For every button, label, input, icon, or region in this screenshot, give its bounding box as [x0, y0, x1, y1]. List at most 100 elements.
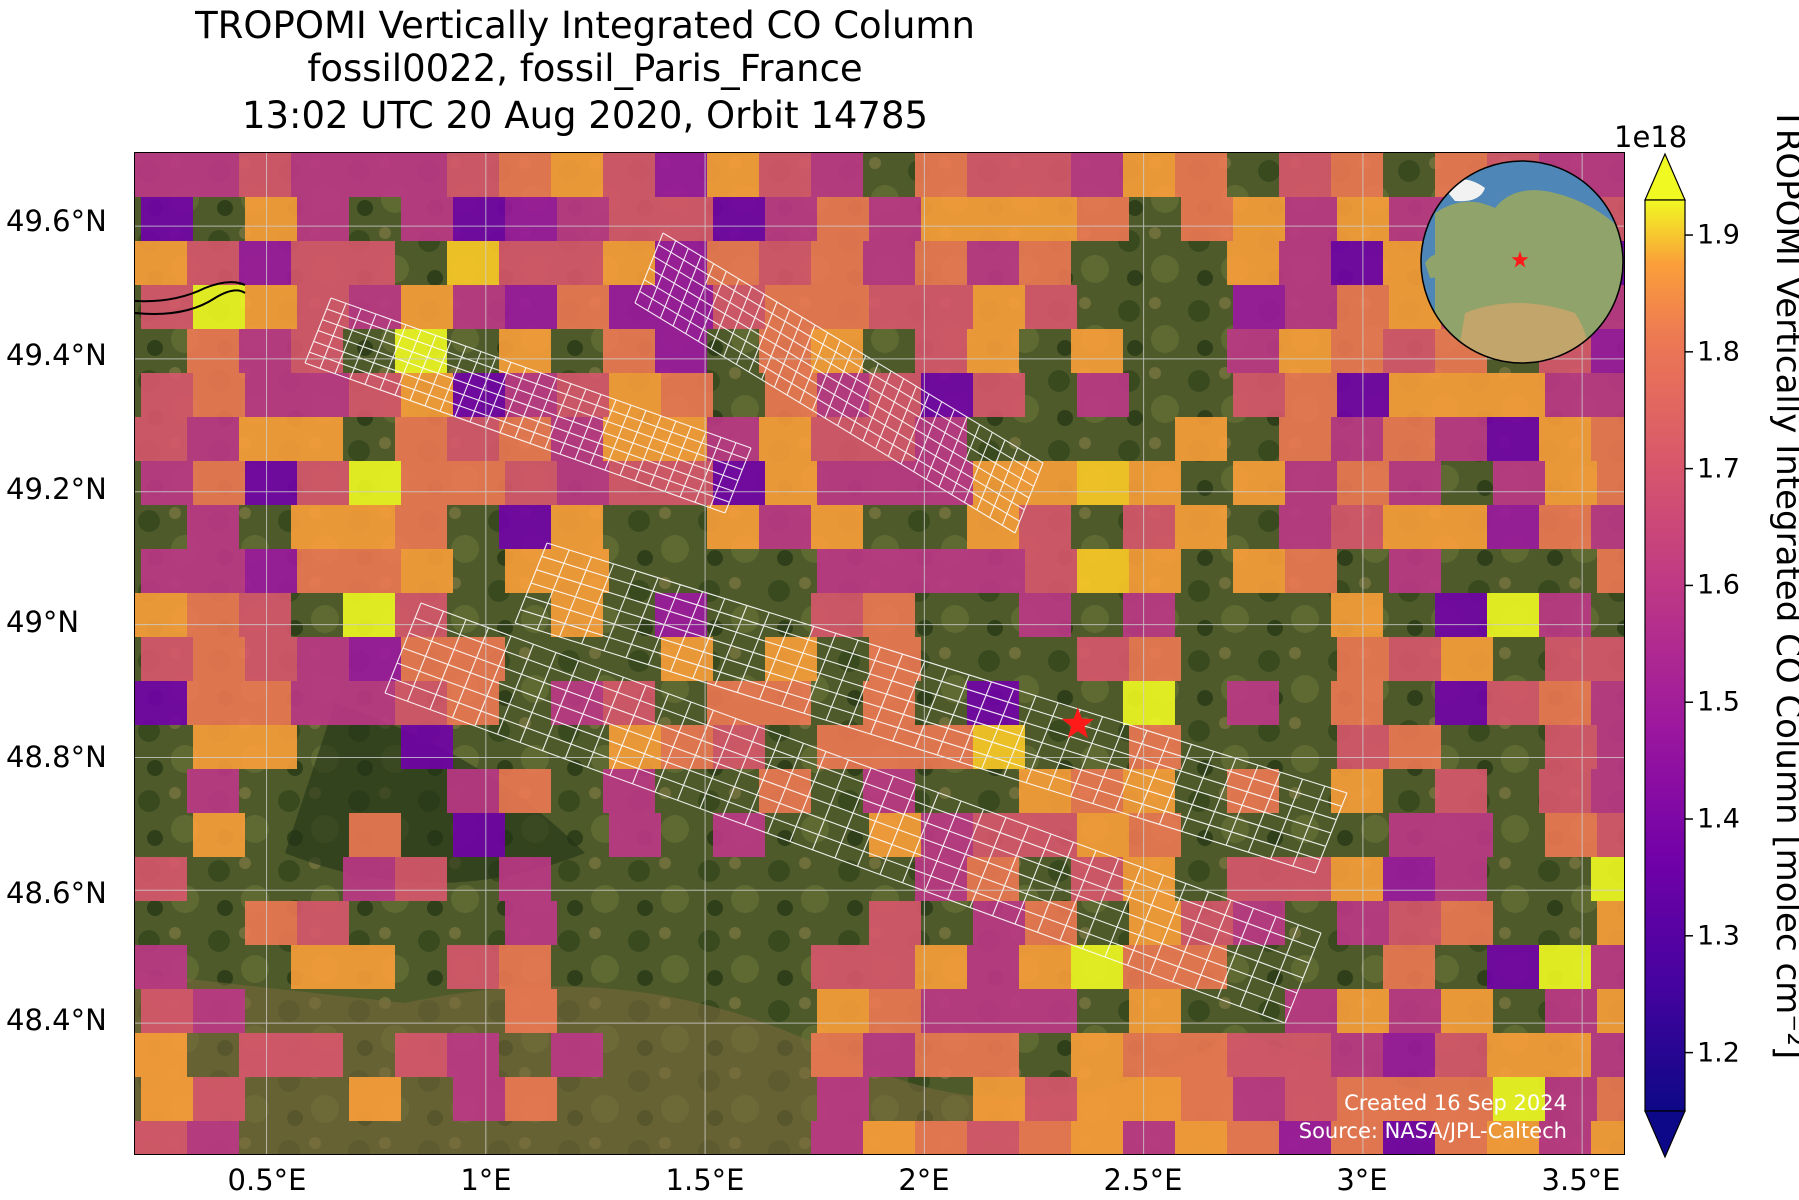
co-pixel — [557, 285, 609, 329]
co-pixel — [1435, 1033, 1487, 1077]
co-pixel — [1129, 989, 1181, 1033]
co-pixel — [453, 285, 505, 329]
co-pixel — [1331, 1121, 1383, 1154]
co-pixel — [193, 461, 245, 505]
co-pixel — [817, 197, 869, 241]
co-pixel — [291, 153, 343, 197]
co-pixel — [505, 373, 557, 417]
co-pixel — [967, 505, 1019, 549]
co-pixel — [915, 417, 967, 461]
co-pixel — [239, 241, 291, 285]
co-pixel — [401, 549, 453, 593]
co-pixel — [1285, 989, 1337, 1033]
co-pixel — [297, 461, 349, 505]
co-pixel — [245, 901, 297, 945]
co-pixel — [193, 637, 245, 681]
co-pixel — [245, 549, 297, 593]
co-pixel — [505, 1077, 557, 1121]
co-pixel — [1539, 593, 1591, 637]
co-pixel — [505, 989, 557, 1033]
co-pixel — [453, 461, 505, 505]
co-pixel — [973, 725, 1025, 769]
co-pixel — [1077, 461, 1129, 505]
co-pixel — [141, 989, 193, 1033]
co-pixel — [1539, 417, 1591, 461]
footprint-edge — [648, 267, 1030, 499]
co-pixel — [193, 549, 245, 593]
co-pixel — [1435, 505, 1487, 549]
colorbar-tick-label: 1.4 — [1697, 803, 1740, 835]
co-pixel — [239, 417, 291, 461]
co-pixel — [245, 637, 297, 681]
co-pixel — [817, 725, 869, 769]
co-pixel — [499, 945, 551, 989]
co-pixel — [505, 549, 557, 593]
co-pixel — [1539, 505, 1591, 549]
co-pixel — [1435, 681, 1487, 725]
co-pixel — [765, 197, 817, 241]
target-footprint-grid — [304, 232, 1348, 1024]
co-pixel — [343, 153, 395, 197]
co-pixel — [817, 461, 869, 505]
co-pixel — [1285, 285, 1337, 329]
footprint-edge — [520, 609, 1321, 861]
co-pixel — [1597, 989, 1624, 1033]
co-pixel — [967, 153, 1019, 197]
co-pixel — [1383, 857, 1435, 901]
footprint-edge — [514, 622, 1316, 874]
co-pixel — [1071, 945, 1123, 989]
co-pixel — [187, 241, 239, 285]
co-pixel — [551, 593, 603, 637]
co-pixel — [759, 153, 811, 197]
co-pixel — [1545, 461, 1597, 505]
co-pixel — [1435, 417, 1487, 461]
co-pixel — [1597, 1077, 1624, 1121]
co-pixel — [239, 329, 291, 373]
co-pixel — [193, 813, 245, 857]
co-pixel — [1441, 813, 1493, 857]
co-pixel — [713, 197, 765, 241]
co-pixel — [1493, 373, 1545, 417]
co-pixel — [869, 285, 921, 329]
x-tick-label: 2°E — [898, 1163, 950, 1197]
co-pixel — [1487, 1033, 1539, 1077]
co-pixel — [1227, 329, 1279, 373]
colorbar — [1644, 152, 1693, 1159]
co-pixel — [453, 1077, 505, 1121]
co-pixel — [135, 417, 187, 461]
co-pixel — [1487, 593, 1539, 637]
co-pixel — [1389, 901, 1441, 945]
co-pixel — [193, 1077, 245, 1121]
co-pixel — [661, 197, 713, 241]
co-pixel — [1233, 549, 1285, 593]
co-pixel — [1591, 1033, 1624, 1077]
co-pixel — [1545, 813, 1597, 857]
co-pixel — [603, 329, 655, 373]
co-pixel — [1591, 857, 1624, 901]
co-pixel — [1123, 153, 1175, 197]
co-pixel — [609, 461, 661, 505]
map-panel[interactable] — [134, 152, 1625, 1155]
x-tick-label: 3.5°E — [1541, 1163, 1621, 1197]
co-pixel — [557, 461, 609, 505]
x-tick-label: 0.5°E — [227, 1163, 307, 1197]
inset-globe — [1420, 160, 1624, 364]
y-tick-label: 49.6°N — [6, 204, 107, 238]
co-pixel — [1071, 1033, 1123, 1077]
co-pixel — [1597, 637, 1624, 681]
co-pixel — [869, 197, 921, 241]
co-pixel — [973, 197, 1025, 241]
co-pixel — [291, 681, 343, 725]
co-pixel — [1077, 637, 1129, 681]
footprint-edge — [309, 351, 730, 503]
co-pixel — [1025, 989, 1077, 1033]
co-pixel — [1279, 857, 1331, 901]
x-tick-label: 1°E — [460, 1163, 512, 1197]
map-canvas — [135, 153, 1624, 1154]
co-pixel — [1539, 945, 1591, 989]
co-pixel — [1487, 505, 1539, 549]
co-pixel — [1279, 1033, 1331, 1077]
co-pixel — [1227, 769, 1279, 813]
co-pixel — [1331, 1033, 1383, 1077]
co-pixel — [1233, 1077, 1285, 1121]
